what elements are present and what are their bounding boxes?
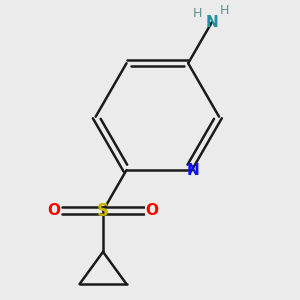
Text: O: O [47, 203, 60, 218]
Text: S: S [97, 202, 109, 220]
Text: N: N [187, 163, 200, 178]
Text: N: N [205, 15, 218, 30]
Text: O: O [146, 203, 159, 218]
Text: H: H [192, 7, 202, 20]
Text: H: H [220, 4, 230, 17]
